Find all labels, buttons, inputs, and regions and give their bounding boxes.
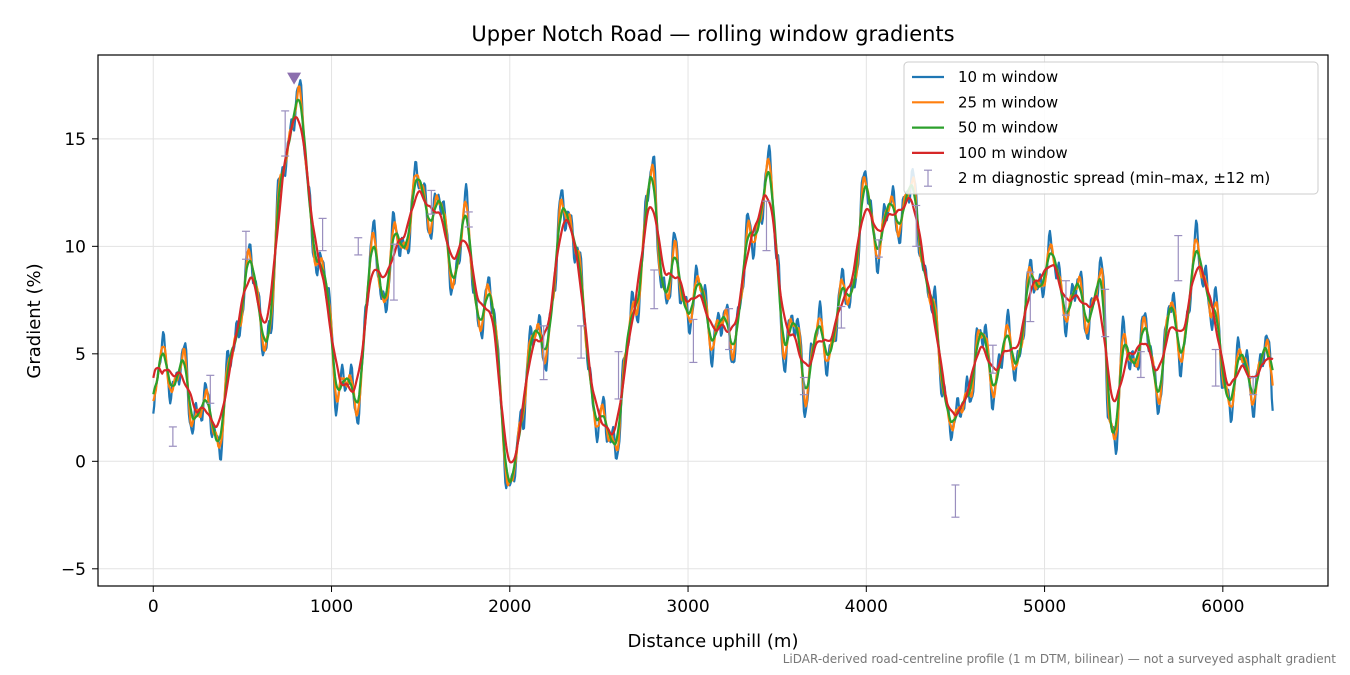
- diagnostic-errorbar: [577, 325, 586, 359]
- diagnostic-errorbar: [837, 305, 846, 329]
- series-25m-line: [152, 85, 1274, 487]
- diagnostic-errorbar: [389, 243, 398, 301]
- plot-lines: [152, 72, 1274, 490]
- legend-entry: 25 m window: [912, 93, 1058, 111]
- legend-label: 50 m window: [958, 119, 1058, 137]
- diagnostic-errorbar: [241, 230, 250, 260]
- peak-marker: [287, 72, 302, 85]
- x-tick-label: 4000: [845, 597, 888, 617]
- diagnostic-errorbar: [206, 374, 215, 404]
- diagnostic-errorbar: [762, 200, 771, 252]
- diagnostic-errorbar: [354, 237, 363, 256]
- x-axis-ticks: 0 1000 2000 3000 4000 5000 6000: [148, 586, 1244, 617]
- diagnostic-errorbar: [1211, 348, 1220, 387]
- series-50m-line: [152, 98, 1274, 484]
- diagnostic-errorbars: [168, 110, 1258, 518]
- legend-box: [903, 61, 1319, 195]
- diagnostic-errorbar: [281, 110, 290, 157]
- y-tick-label: 0: [75, 452, 86, 472]
- legend-label: 2 m diagnostic spread (min–max, ±12 m): [958, 169, 1270, 187]
- diagnostic-errorbar: [799, 376, 808, 396]
- diagnostic-errorbar: [464, 211, 473, 228]
- diagnostic-errorbar: [650, 269, 659, 310]
- diagnostic-errorbar: [1249, 376, 1258, 396]
- diagnostic-errorbar: [1026, 271, 1035, 323]
- x-axis-label: Distance uphill (m): [628, 631, 799, 652]
- x-tick-label: 6000: [1201, 597, 1244, 617]
- legend-entry: 100 m window: [912, 144, 1068, 162]
- legend-entry: 50 m window: [912, 119, 1058, 137]
- y-axis-label: Gradient (%): [24, 263, 45, 378]
- plot-frame: [97, 54, 1329, 587]
- legend-entry: 2 m diagnostic spread (min–max, ±12 m): [924, 169, 1270, 187]
- y-tick-label: 10: [64, 237, 86, 257]
- diagnostic-errorbar: [1136, 351, 1145, 379]
- diagnostic-errorbar: [912, 204, 921, 247]
- diagnostic-errorbar: [318, 217, 327, 252]
- x-tick-label: 2000: [488, 597, 531, 617]
- x-tick-label: 1000: [310, 597, 353, 617]
- diagnostic-errorbar: [168, 426, 177, 447]
- chart-title: Upper Notch Road — rolling window gradie…: [471, 22, 954, 46]
- diagnostic-errorbar: [689, 318, 698, 364]
- y-tick-label: 5: [75, 345, 86, 365]
- legend: 10 m window 25 m window 50 m window 100 m w…: [903, 61, 1319, 195]
- legend-entry: 10 m window: [912, 68, 1058, 86]
- diagnostic-errorbar: [951, 484, 960, 518]
- legend-label: 100 m window: [958, 144, 1068, 162]
- chart-caption: LiDAR-derived road-centreline profile (1…: [782, 652, 1336, 666]
- diagnostic-errorbar: [539, 325, 548, 381]
- y-tick-label: −5: [61, 560, 86, 580]
- x-tick-label: 0: [148, 597, 159, 617]
- legend-label: 25 m window: [958, 93, 1058, 111]
- diagnostic-errorbar: [614, 351, 623, 400]
- x-tick-label: 5000: [1023, 597, 1066, 617]
- legend-label: 10 m window: [958, 68, 1058, 86]
- series-100m-line: [152, 116, 1274, 464]
- diagnostic-errorbar: [874, 239, 883, 258]
- diagnostic-errorbar: [725, 308, 734, 351]
- diagnostic-errorbar: [427, 189, 436, 215]
- x-tick-label: 3000: [666, 597, 709, 617]
- y-axis-ticks: −5 0 5 10 15: [61, 130, 98, 580]
- diagnostic-errorbar: [1101, 288, 1110, 338]
- diagnostic-errorbar: [988, 344, 997, 374]
- diagnostic-errorbar: [1174, 234, 1183, 282]
- y-tick-label: 15: [64, 130, 86, 150]
- diagnostic-errorbar: [1061, 280, 1070, 316]
